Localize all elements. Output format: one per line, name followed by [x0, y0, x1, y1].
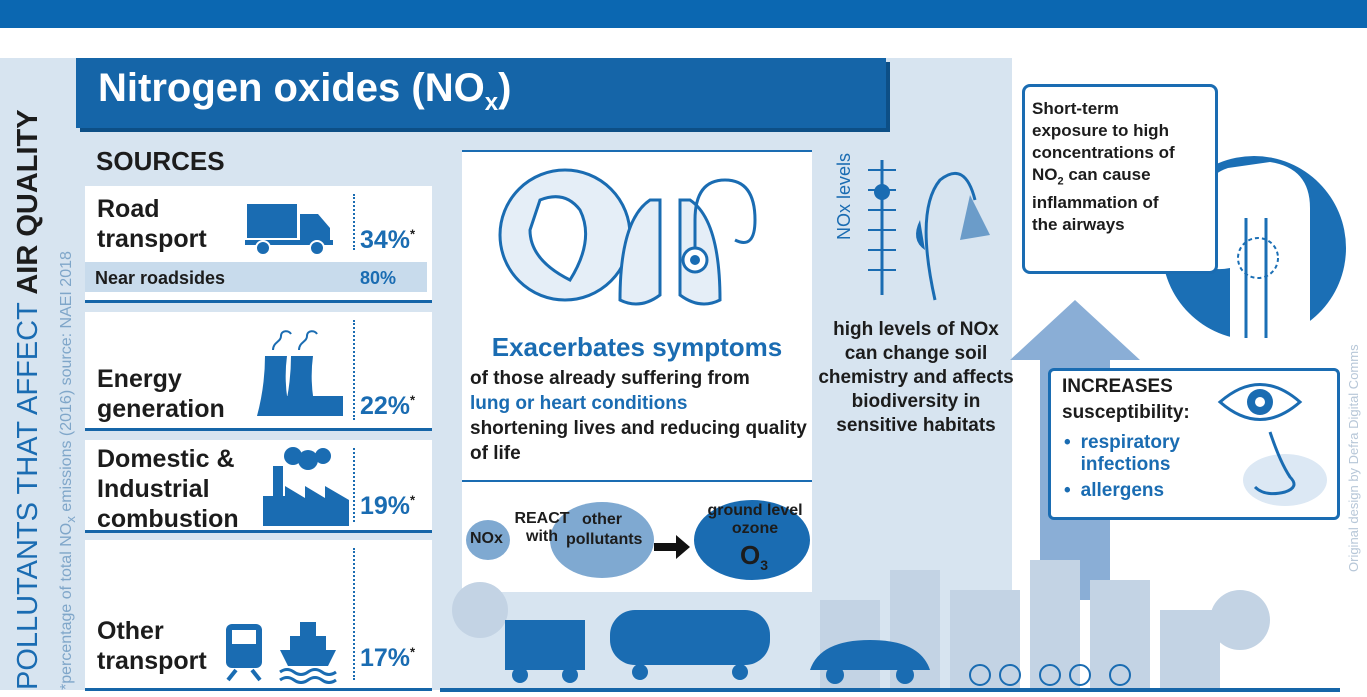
source-share: 17%* — [360, 644, 415, 673]
separator — [462, 480, 812, 482]
divider — [353, 194, 355, 250]
exposure-text: Short-term exposure to high concentratio… — [1032, 98, 1182, 236]
truck-icon — [245, 198, 335, 258]
side-label-prefix: POLLUTANTS THAT AFFECT — [12, 295, 44, 690]
source-box: Domestic & Industrial combustion 19%* — [85, 440, 432, 533]
eye-nose-icon — [1200, 372, 1330, 512]
habitat-axis-label: NOx levels — [834, 153, 855, 240]
transport-icon — [220, 620, 350, 684]
source-label: Energy generation — [97, 364, 247, 424]
title-sub: x — [485, 89, 498, 116]
source-box: Energy generation 22%* — [85, 312, 432, 431]
source-label: Other transport — [97, 616, 237, 676]
divider — [353, 320, 355, 420]
side-label-emphasis: AIR QUALITY — [12, 109, 44, 294]
roadside-label: Near roadsides — [95, 268, 225, 289]
page: {"side_label":{"prefix":"POLLUTANTS THAT… — [0, 0, 1367, 697]
plant-icon — [840, 150, 1010, 310]
top-bar — [0, 0, 1367, 28]
habitat-text: high levels of NOx can change soil chemi… — [818, 318, 1014, 438]
footnote-sub: x — [63, 516, 78, 523]
susceptibility-heading: INCREASES — [1062, 376, 1173, 398]
health-heading: Exacerbates symptoms — [462, 332, 812, 363]
item-text: allergens — [1081, 480, 1164, 502]
reaction-nox: NOx — [470, 530, 503, 548]
footnote-text: *percentage of total NO — [58, 523, 75, 690]
side-label: POLLUTANTS THAT AFFECT AIR QUALITY — [12, 109, 45, 690]
share-value: 34% — [360, 226, 410, 254]
credit: Original design by Defra Digital Comms — [1346, 344, 1361, 572]
title: Nitrogen oxides (NOx) — [98, 66, 511, 117]
bullet: • — [1064, 432, 1071, 476]
share-mark: * — [410, 493, 415, 508]
roadside-share: 80% — [360, 268, 396, 289]
reaction-other: other pollutants — [566, 510, 638, 550]
list-item: • allergens — [1064, 480, 1214, 502]
susceptibility-list: •respiratory infections •allergens — [1064, 432, 1214, 502]
bullet: • — [1064, 480, 1071, 502]
health-line: shortening lives and reducing quality of… — [470, 418, 807, 464]
health-line: of those already suffering from — [470, 368, 750, 389]
item-text: respiratory infections — [1081, 432, 1214, 476]
divider — [353, 448, 355, 522]
share-value: 22% — [360, 392, 410, 420]
footnote-text: emissions (2016) source: NAEI 2018 — [58, 251, 75, 516]
factory-icon — [263, 446, 353, 528]
divider — [353, 548, 355, 680]
source-share: 19%* — [360, 492, 415, 521]
source-share: 34%* — [360, 226, 415, 255]
share-mark: * — [410, 645, 415, 660]
sources-heading: SOURCES — [96, 146, 225, 177]
share-value: 17% — [360, 644, 410, 672]
source-share: 22%* — [360, 392, 415, 421]
title-text: ) — [498, 66, 511, 110]
health-text: of those already suffering from lung or h… — [470, 366, 810, 466]
source-label: Road transport — [97, 194, 237, 254]
heart-lung-icon — [490, 160, 790, 330]
reaction-ozone: ground level ozone — [700, 502, 810, 538]
health-highlight: lung or heart conditions — [470, 393, 687, 414]
share-value: 19% — [360, 492, 410, 520]
source-label: Domestic & Industrial combustion — [97, 444, 277, 534]
power-icon — [245, 326, 345, 422]
share-mark: * — [410, 227, 415, 242]
footnote: *percentage of total NOx emissions (2016… — [58, 251, 78, 690]
street-scene — [440, 560, 1340, 692]
source-box: Road transport 34%* Near roadsides 80% — [85, 186, 432, 303]
share-mark: * — [410, 393, 415, 408]
reaction-react: REACT with — [512, 510, 572, 546]
list-item: •respiratory infections — [1064, 432, 1214, 476]
susceptibility-subheading: susceptibility: — [1062, 402, 1190, 424]
source-box: Other transport 17%* — [85, 540, 432, 691]
title-text: Nitrogen oxides (NO — [98, 66, 485, 110]
